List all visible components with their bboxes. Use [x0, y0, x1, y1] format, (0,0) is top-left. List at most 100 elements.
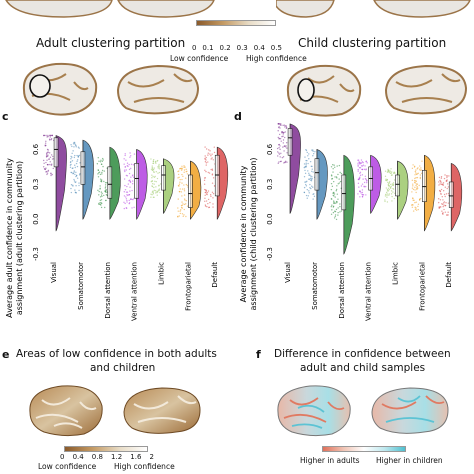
jitter-point: [212, 206, 214, 208]
jitter-point: [448, 175, 450, 177]
jitter-point: [359, 196, 361, 198]
jitter-point: [330, 198, 333, 200]
jitter-points: [276, 123, 288, 164]
jitter-point: [132, 164, 135, 166]
violin-shape: [289, 123, 301, 215]
jitter-point: [339, 211, 341, 213]
jitter-point: [157, 189, 160, 191]
jitter-point: [361, 161, 364, 163]
jitter-point: [277, 155, 279, 157]
jitter-point: [303, 176, 306, 178]
jitter-point: [131, 183, 134, 185]
jitter-point: [211, 169, 214, 171]
jitter-point: [47, 154, 49, 156]
jitter-point: [309, 183, 311, 186]
box-iqr: [107, 166, 113, 199]
jitter-point: [392, 191, 394, 193]
jitter-point: [415, 172, 417, 174]
jitter-point: [45, 153, 48, 155]
jitter-point: [334, 210, 337, 213]
jitter-point: [177, 198, 179, 200]
jitter-point: [306, 188, 308, 191]
jitter-point: [69, 161, 72, 164]
jitter-point: [445, 193, 448, 195]
jitter-point: [213, 146, 215, 148]
jitter-point: [184, 166, 186, 168]
jitter-point: [100, 199, 103, 201]
brain-e-lateral: [29, 385, 103, 437]
jitter-point: [306, 160, 308, 162]
jitter-point: [447, 211, 449, 213]
jitter-point: [384, 175, 387, 178]
child-partition-title: Child clustering partition: [298, 36, 447, 50]
jitter-point: [417, 203, 420, 205]
jitter-point: [212, 203, 214, 205]
e-colorbar-tick: 1.6: [130, 453, 142, 461]
jitter-point: [182, 175, 184, 178]
jitter-point: [47, 169, 50, 172]
jitter-point: [442, 212, 444, 214]
jitter-point: [388, 188, 390, 191]
jitter-point: [151, 185, 153, 187]
jitter-point: [280, 124, 282, 126]
jitter-point: [411, 187, 414, 189]
y-tick-label: 0.3: [32, 179, 40, 190]
jitter-point: [416, 186, 418, 188]
violin-shape: [109, 146, 121, 220]
jitter-point: [183, 171, 185, 174]
jitter-point: [46, 155, 49, 157]
jitter-point: [414, 170, 417, 173]
jitter-point: [105, 194, 108, 196]
jitter-point: [179, 212, 182, 215]
jitter-point: [123, 207, 125, 210]
jitter-point: [179, 210, 181, 212]
jitter-point: [365, 160, 367, 163]
jitter-point: [415, 177, 417, 179]
jitter-point: [153, 183, 155, 185]
jitter-point: [337, 198, 339, 200]
jitter-point: [335, 218, 338, 221]
jitter-point: [278, 161, 280, 163]
jitter-point: [411, 191, 413, 193]
jitter-point: [278, 126, 280, 128]
jitter-point: [359, 174, 362, 177]
jitter-point: [150, 168, 153, 170]
box-iqr: [395, 174, 400, 197]
jitter-point: [441, 196, 443, 198]
jitter-point: [442, 213, 444, 215]
box-iqr: [341, 174, 347, 211]
jitter-point: [420, 169, 423, 171]
jitter-point: [177, 210, 179, 212]
jitter-point: [48, 158, 50, 160]
jitter-point: [212, 192, 215, 195]
jitter-point: [126, 162, 129, 164]
jitter-point: [204, 169, 206, 171]
jitter-point: [277, 151, 279, 153]
jitter-point: [74, 189, 76, 191]
jitter-point: [70, 184, 73, 186]
jitter-point: [98, 190, 100, 193]
jitter-point: [387, 171, 389, 173]
jitter-point: [444, 195, 446, 198]
jitter-point: [446, 176, 448, 179]
jitter-point: [442, 205, 444, 208]
jitter-point: [207, 154, 209, 156]
jitter-points: [384, 168, 396, 203]
y-tick-label: 0.3: [266, 179, 274, 190]
panel-f-title-line1: Difference in confidence between: [274, 348, 451, 360]
jitter-point: [205, 156, 207, 159]
jitter-point: [443, 201, 446, 203]
jitter-point: [183, 169, 186, 171]
jitter-point: [104, 182, 107, 184]
jitter-point: [104, 190, 107, 192]
jitter-point: [204, 155, 206, 157]
violin-dorsal-attention: [330, 154, 355, 255]
jitter-points: [203, 146, 216, 209]
jitter-point: [389, 180, 391, 183]
jitter-point: [151, 183, 154, 185]
jitter-point: [411, 179, 414, 182]
jitter-point: [98, 194, 100, 196]
jitter-point: [50, 154, 53, 156]
jitter-point: [75, 181, 77, 183]
jitter-point: [391, 184, 394, 186]
